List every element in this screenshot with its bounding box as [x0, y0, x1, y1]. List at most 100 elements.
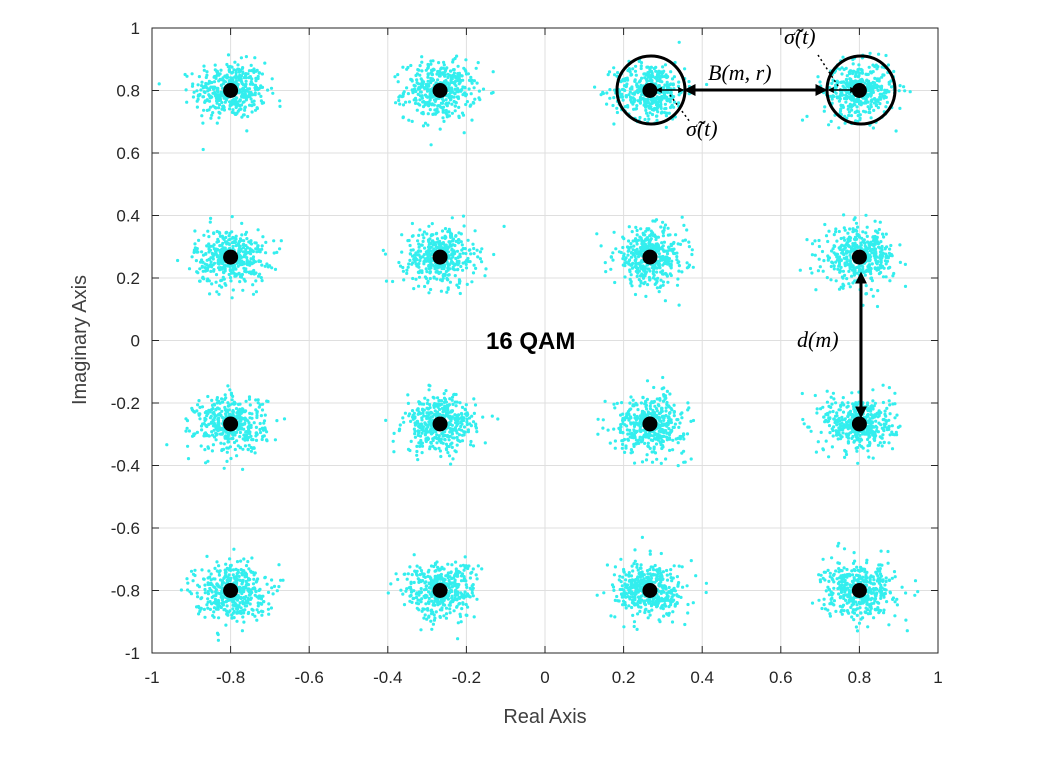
noise-sample — [209, 260, 213, 264]
noise-sample — [875, 235, 879, 239]
noise-sample — [843, 246, 848, 250]
noise-sample — [431, 437, 435, 441]
noise-sample — [615, 401, 619, 405]
noise-sample — [646, 71, 650, 75]
noise-sample — [891, 274, 895, 278]
noise-sample — [201, 269, 205, 273]
noise-sample — [612, 66, 616, 70]
noise-sample — [838, 111, 842, 115]
noise-sample — [467, 87, 471, 91]
noise-sample — [244, 79, 248, 83]
noise-sample — [808, 266, 813, 271]
noise-sample — [252, 421, 256, 425]
noise-sample — [228, 103, 232, 107]
noise-sample — [396, 73, 400, 77]
noise-sample — [464, 58, 468, 62]
noise-sample — [865, 79, 869, 83]
noise-sample — [261, 402, 265, 406]
noise-sample — [648, 446, 652, 450]
noise-sample — [445, 290, 449, 294]
noise-sample — [875, 255, 879, 259]
noise-sample — [247, 93, 251, 97]
noise-sample — [417, 245, 421, 249]
noise-sample — [843, 121, 847, 125]
noise-sample — [841, 276, 845, 280]
noise-sample — [872, 81, 877, 85]
noise-sample — [249, 449, 253, 453]
noise-sample — [645, 397, 650, 401]
noise-sample — [665, 98, 669, 102]
noise-sample — [448, 98, 453, 102]
noise-sample — [415, 108, 419, 112]
noise-sample — [670, 77, 675, 81]
noise-sample — [846, 107, 850, 111]
noise-sample — [214, 94, 218, 98]
noise-sample — [413, 96, 418, 100]
noise-sample — [251, 271, 255, 275]
noise-sample — [406, 393, 410, 397]
noise-sample — [859, 243, 863, 247]
noise-sample — [265, 399, 269, 403]
noise-sample — [211, 254, 215, 258]
noise-sample — [844, 100, 848, 104]
noise-sample — [644, 108, 648, 112]
noise-sample — [444, 442, 448, 446]
noise-sample — [425, 411, 429, 415]
noise-sample — [867, 110, 871, 114]
noise-sample — [871, 90, 876, 94]
noise-sample — [887, 386, 892, 390]
noise-sample — [263, 264, 267, 268]
noise-sample — [876, 289, 880, 293]
noise-sample — [435, 403, 439, 408]
noise-sample — [847, 113, 851, 118]
noise-sample — [669, 70, 673, 74]
noise-sample — [649, 401, 653, 405]
noise-sample — [435, 436, 439, 441]
noise-sample — [216, 237, 220, 241]
noise-sample — [881, 400, 886, 405]
noise-sample — [201, 121, 205, 125]
noise-sample — [400, 95, 404, 99]
noise-sample — [434, 81, 438, 85]
noise-sample — [605, 102, 609, 106]
noise-sample — [472, 101, 476, 105]
noise-sample — [835, 258, 840, 262]
noise-sample — [457, 241, 461, 245]
noise-sample — [217, 79, 221, 83]
noise-sample — [880, 75, 884, 79]
noise-sample — [246, 260, 250, 264]
noise-sample — [432, 396, 436, 400]
noise-sample — [640, 76, 644, 80]
noise-sample — [455, 413, 459, 417]
noise-sample — [392, 450, 396, 454]
noise-sample — [409, 439, 413, 443]
noise-sample — [424, 101, 428, 105]
noise-sample — [453, 418, 457, 422]
noise-sample — [627, 417, 631, 421]
noise-sample — [618, 428, 623, 432]
noise-sample — [822, 259, 826, 263]
noise-sample — [228, 107, 232, 111]
noise-sample — [203, 448, 207, 452]
noise-sample — [840, 72, 844, 76]
noise-sample — [666, 233, 671, 237]
noise-sample — [236, 402, 241, 406]
noise-sample — [443, 227, 448, 231]
noise-sample — [447, 227, 451, 231]
noise-sample — [880, 84, 884, 88]
noise-sample — [837, 229, 841, 234]
noise-sample — [255, 106, 259, 110]
noise-sample — [231, 268, 235, 272]
noise-sample — [453, 79, 457, 84]
noise-sample — [453, 243, 457, 248]
noise-sample — [430, 222, 434, 226]
noise-sample — [247, 427, 251, 431]
noise-sample — [889, 243, 893, 248]
noise-sample — [658, 426, 662, 430]
noise-sample — [445, 412, 449, 417]
noise-sample — [623, 105, 628, 109]
noise-sample — [676, 277, 680, 281]
noise-sample — [425, 416, 429, 421]
noise-sample — [432, 276, 436, 280]
noise-sample — [648, 278, 652, 282]
